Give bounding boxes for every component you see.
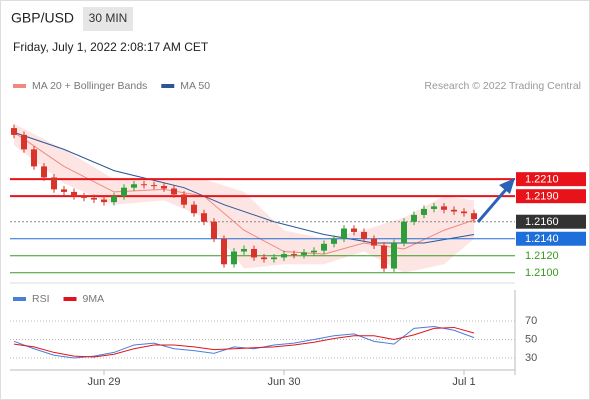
candle-body (241, 248, 247, 252)
timeframe: 30 MIN (89, 11, 128, 25)
candle-body (171, 188, 177, 195)
arrow-head (499, 178, 515, 194)
legend-swatch (13, 297, 26, 301)
candle-body (421, 208, 427, 215)
x-tick-label: Jun 29 (87, 376, 120, 388)
candle-body (51, 177, 57, 190)
candle-body (11, 128, 17, 135)
candle-body (131, 184, 137, 188)
level-label-box (516, 189, 586, 204)
candle-body (231, 251, 237, 265)
rsi-tick-label: 30 (525, 352, 537, 364)
candle-body (321, 243, 327, 251)
timeframe-box (83, 7, 133, 31)
credit: Research © 2022 Trading Central (424, 80, 581, 92)
candle-body (411, 214, 417, 222)
marks: MA 20 + Bollinger Bands MA 50 RSI 9MA 1.2210… (10, 80, 586, 388)
candle-body (251, 248, 257, 258)
candle-body (151, 185, 157, 187)
candle-body (431, 206, 437, 209)
legend-label: RSI (32, 293, 50, 305)
candle-body (161, 185, 167, 189)
candle-body (301, 252, 307, 255)
legend-label: MA 50 (180, 80, 210, 92)
candle-body (461, 211, 467, 214)
candle-body (471, 213, 477, 220)
candle-body (361, 231, 367, 239)
level-label: 1.2120 (525, 250, 559, 262)
candle-body (101, 199, 107, 203)
rsi-tick-label: 70 (525, 315, 537, 327)
candle-body (451, 209, 457, 212)
candle-body (341, 228, 347, 239)
legend-label: MA 20 + Bollinger Bands (32, 80, 147, 92)
candle-body (121, 187, 127, 197)
legend-swatch (161, 84, 175, 88)
legend-label: 9MA (83, 293, 105, 305)
candle-body (281, 254, 287, 258)
level-label-box (516, 172, 586, 187)
candle-body (331, 238, 337, 244)
candle-body (401, 221, 407, 243)
candle-body (41, 166, 47, 178)
candle-body (61, 189, 67, 192)
candle-body (141, 184, 147, 186)
candle-body (201, 213, 207, 222)
forecast-arrow (476, 185, 511, 223)
level-label: 1.2190 (525, 191, 559, 203)
level-label: 1.2100 (525, 267, 559, 279)
candle-body (351, 228, 357, 232)
candle-body (31, 149, 37, 167)
candle-body (311, 250, 317, 253)
candle-body (191, 204, 197, 214)
level-label: 1.2160 (525, 216, 559, 228)
level-label: 1.2210 (525, 174, 559, 186)
candle-body (91, 197, 97, 200)
candle-body (181, 194, 187, 205)
candle-body (271, 257, 277, 260)
candle-body (391, 242, 397, 269)
rsi-tick-label: 50 (525, 333, 537, 345)
level-label: 1.2140 (525, 233, 559, 245)
candle-body (381, 245, 387, 269)
candle-body (21, 134, 27, 150)
candle-body (111, 196, 117, 203)
legend-swatch (13, 84, 26, 88)
level-label-box (516, 214, 586, 229)
level-label-box (516, 231, 586, 246)
moving-average (13, 131, 475, 255)
x-tick-label: Jun 30 (267, 376, 300, 388)
date: Friday, July 1, 2022 2:08:17 AM CET (13, 40, 209, 54)
candle-body (261, 257, 267, 260)
candle-body (371, 238, 377, 246)
x-tick-label: Jul 1 (452, 376, 475, 388)
legend-swatch (63, 297, 77, 301)
candle-body (81, 196, 87, 198)
candle-body (71, 191, 77, 197)
bollinger-band (14, 123, 474, 273)
candle-body (211, 221, 217, 239)
candle-body (221, 238, 227, 265)
candle-body (291, 254, 297, 256)
symbol: GBP/USD (11, 10, 74, 26)
moving-average (13, 131, 475, 244)
candle-body (441, 206, 447, 210)
rsi-line (13, 326, 475, 358)
